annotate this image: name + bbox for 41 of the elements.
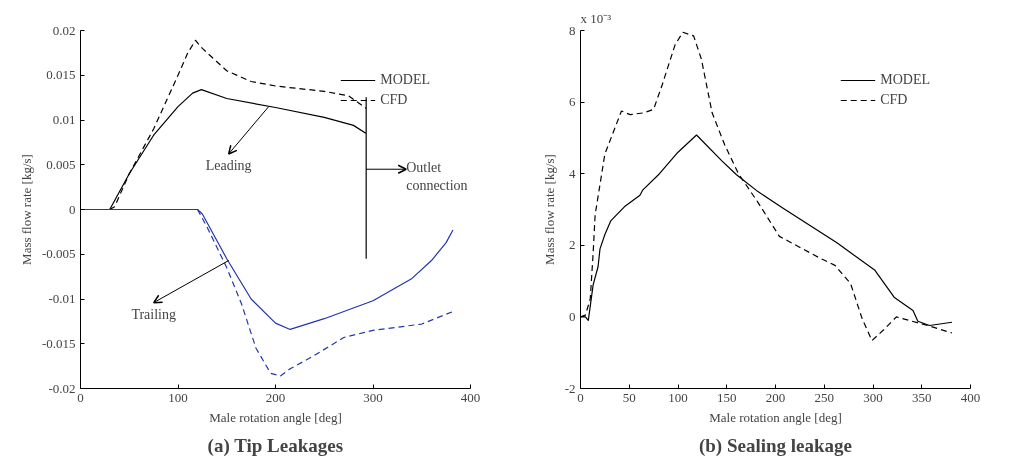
y-tick-label: 8 [569, 22, 576, 38]
y-tick-label: 2 [569, 237, 576, 253]
x-tick-label: 100 [168, 389, 188, 405]
x-axis-title: Male rotation angle [deg] [709, 409, 842, 425]
y-tick-label: -0.015 [41, 335, 76, 351]
y-axis-title: Mass flow rate [kg/s] [18, 154, 34, 265]
x-tick-label: 400 [460, 389, 481, 405]
y-tick-label: 0.015 [46, 67, 76, 83]
y-axis-title: Mass flow rate [kg/s] [541, 154, 557, 265]
text: (b) Sealing leakage [698, 434, 853, 457]
x-tick-label: 300 [363, 389, 383, 405]
text: x 10⁻³ [580, 10, 612, 26]
annotation: Trailing [131, 306, 177, 322]
legend-label: CFD [380, 92, 408, 108]
x-tick-label: 350 [912, 389, 932, 405]
x-tick-label: 200 [265, 389, 286, 405]
y-tick-label: -2 [564, 380, 576, 396]
y-tick-label: 0.005 [46, 156, 76, 172]
x-tick-label: 200 [765, 389, 786, 405]
y-tick-label: -0.01 [48, 291, 76, 306]
y-tick-label: -0.02 [48, 380, 76, 396]
y-tick-label: 0.02 [52, 22, 76, 38]
legend-label: CFD [880, 92, 908, 108]
x-tick-label: 100 [668, 389, 688, 405]
annotation: Outlet connection [406, 160, 468, 194]
y-tick-label: 0 [69, 201, 76, 217]
y-tick-label: 0.01 [52, 112, 76, 127]
y-tick-label: 4 [569, 165, 576, 181]
x-tick-label: 300 [863, 389, 883, 405]
x-axis-title: Male rotation angle [deg] [209, 409, 342, 425]
x-tick-label: 50 [622, 389, 636, 405]
text: (a) Tip Leakages [207, 434, 344, 457]
legend-label: MODEL [380, 72, 430, 88]
x-tick-label: 400 [960, 389, 981, 405]
x-tick-label: 250 [814, 389, 834, 405]
y-tick-label: 0 [569, 308, 576, 324]
y-tick-label: 6 [569, 94, 576, 110]
annotation: Leading [205, 157, 252, 173]
legend-label: MODEL [880, 72, 930, 88]
y-tick-label: -0.005 [41, 246, 76, 262]
x-tick-label: 150 [717, 389, 737, 405]
